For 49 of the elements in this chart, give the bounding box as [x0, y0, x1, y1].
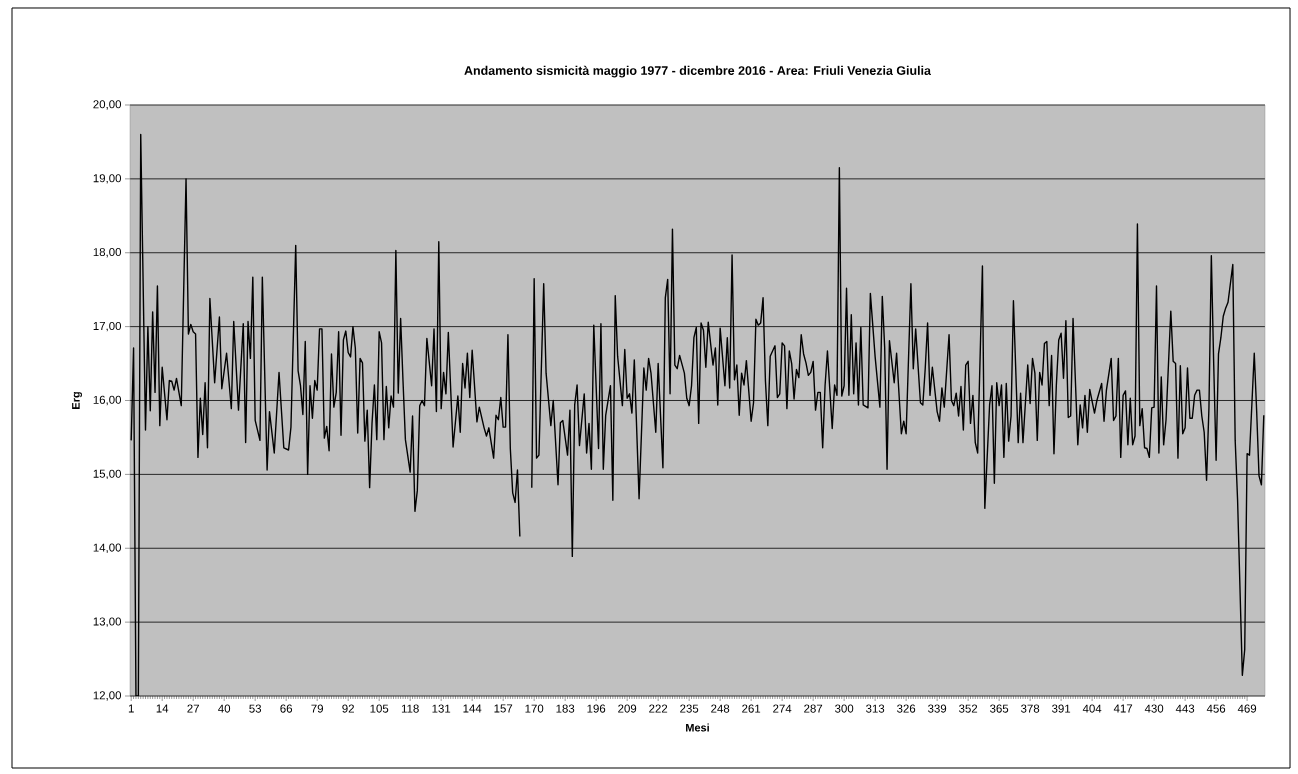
x-tick-label: 144 — [463, 704, 482, 713]
x-tick-label: 261 — [742, 704, 761, 713]
x-tick-label: 456 — [1206, 704, 1226, 713]
x-tick-label: 53 — [249, 704, 262, 713]
x-tick-label: 443 — [1175, 704, 1195, 713]
x-tick-label: 40 — [218, 704, 231, 713]
x-tick-label: 274 — [773, 704, 792, 713]
y-tick-label: 15,00 — [93, 469, 122, 480]
x-tick-label: 157 — [494, 704, 513, 713]
x-tick-label: 417 — [1113, 704, 1133, 713]
x-tick-label: 118 — [401, 704, 419, 713]
x-tick-label: 14 — [156, 704, 169, 713]
x-tick-label: 404 — [1082, 704, 1102, 713]
chart-title: Andamento sismicità maggio 1977 - dicembre 2016 - Area: Friuli Venezia Giulia — [464, 65, 932, 78]
y-tick-label: 18,00 — [93, 248, 122, 258]
x-tick-label: 79 — [311, 704, 324, 713]
x-tick-label: 170 — [525, 704, 544, 713]
x-tick-label: 378 — [1021, 704, 1040, 713]
x-tick-label: 235 — [680, 704, 699, 713]
x-axis-title: Mesi — [686, 723, 709, 732]
x-tick-label: 209 — [618, 704, 637, 713]
x-tick-label: 287 — [804, 704, 823, 713]
x-tick-label: 27 — [187, 704, 199, 713]
x-tick-label: 196 — [587, 704, 606, 713]
x-tick-label: 469 — [1237, 704, 1257, 713]
x-tick-label: 300 — [835, 704, 854, 713]
x-tick-label: 313 — [866, 704, 885, 713]
x-tick-label: 365 — [990, 704, 1009, 713]
x-tick-label: 430 — [1144, 704, 1164, 713]
x-tick-label: 66 — [280, 704, 293, 713]
y-tick-label: 19,00 — [93, 174, 122, 184]
y-tick-label: 14,00 — [93, 543, 122, 553]
y-tick-label: 17,00 — [93, 321, 122, 332]
x-tick-label: 105 — [370, 704, 389, 713]
x-tick-label: 326 — [897, 704, 916, 713]
x-tick-label: 183 — [556, 704, 575, 713]
x-tick-label: 131 — [432, 704, 451, 713]
y-tick-label: 12,00 — [93, 691, 122, 701]
x-tick-label: 1 — [128, 704, 134, 713]
x-tick-label: 248 — [711, 704, 730, 713]
x-tick-label: 222 — [649, 704, 668, 713]
x-tick-label: 92 — [342, 704, 354, 713]
x-tick-label: 352 — [959, 704, 978, 713]
x-tick-label: 391 — [1052, 704, 1071, 713]
y-tick-label: 20,00 — [93, 100, 122, 110]
y-tick-label: 16,00 — [93, 395, 122, 406]
y-axis-title: Erg — [72, 392, 82, 409]
y-tick-label: 13,00 — [93, 617, 122, 627]
x-tick-label: 339 — [928, 704, 947, 713]
